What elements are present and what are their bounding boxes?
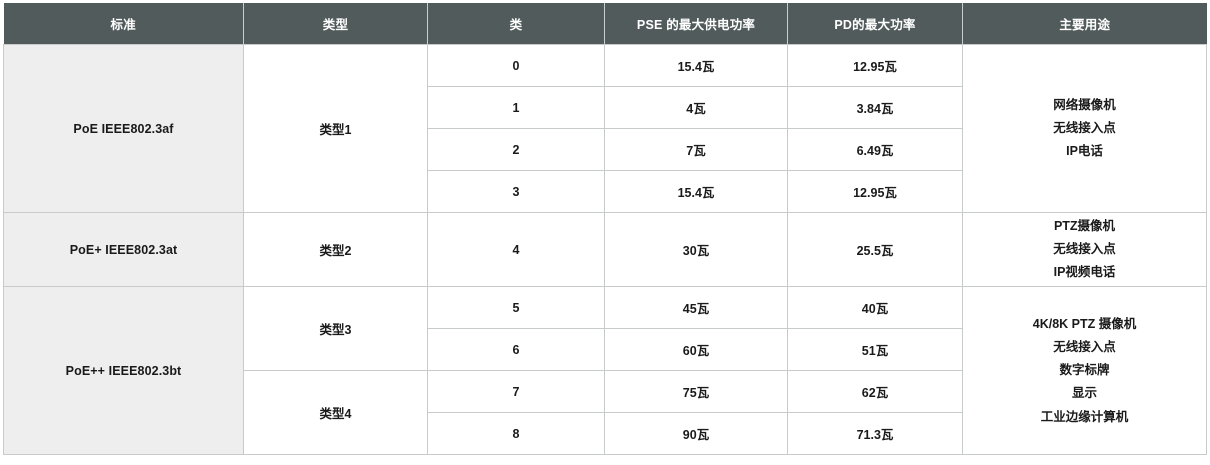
table-row: PoE IEEE802.3af 类型1 0 15.4瓦 12.95瓦 网络摄像机 无线接入点… — [3, 44, 1207, 213]
cell-pse-max-power: 30瓦 — [604, 211, 788, 288]
column-header-pd-max-power: PD的最大功率 — [787, 3, 963, 45]
poe-standards-table: 标准 类型 类 PSE 的最大供电功率 PD的最大功率 主要用途 PoE IEE… — [3, 3, 1207, 456]
column-header-main-usage: 主要用途 — [962, 3, 1207, 45]
cell-main-usage: 4K/8K PTZ 摄像机 无线接入点数字标牌显示工业边缘计算机 — [962, 286, 1207, 456]
usage-line: IP视频电话 — [1053, 265, 1116, 280]
table-row: PoE++ IEEE802.3bt 类型3 5 45瓦 40瓦 4K/8K PTZ 摄像机… — [3, 286, 1207, 456]
cell-class: 3 — [427, 170, 605, 213]
cell-pd-max-power: 25.5瓦 — [787, 211, 963, 288]
cell-class: 2 — [427, 128, 605, 171]
column-header-standard: 标准 — [3, 3, 244, 45]
cell-pd-max-power: 62瓦 — [787, 370, 963, 414]
usage-line: 无线接入点 — [1053, 242, 1116, 257]
cell-pd-max-power: 40瓦 — [787, 286, 963, 330]
usage-line: 显示 — [1071, 386, 1097, 401]
cell-pse-max-power: 45瓦 — [604, 286, 788, 330]
table-row: 8 90瓦 71.3瓦 — [4, 412, 1207, 456]
column-header-pse-max-power: PSE 的最大供电功率 — [604, 3, 788, 45]
cell-standard: PoE IEEE802.3af — [3, 44, 244, 213]
cell-class: 7 — [427, 370, 605, 414]
cell-main-usage: PTZ摄像机 无线接入点 IP视频电话 — [962, 211, 1207, 288]
cell-pd-max-power: 6.49瓦 — [787, 128, 963, 171]
cell-pse-max-power: 90瓦 — [604, 412, 788, 456]
cell-pse-max-power: 7瓦 — [604, 128, 788, 171]
usage-line: 网络摄像机 — [1053, 97, 1116, 112]
cell-pse-max-power: 60瓦 — [604, 328, 788, 372]
table-header: 标准 类型 类 PSE 的最大供电功率 PD的最大功率 主要用途 — [3, 3, 1207, 45]
usage-line: IP电话 — [1066, 144, 1103, 159]
table-row: 6 60瓦 51瓦 — [4, 328, 1207, 372]
cell-standard: PoE+ IEEE802.3at — [3, 211, 244, 288]
cell-pse-max-power: 15.4瓦 — [604, 44, 788, 87]
usage-line: 4K/8K PTZ 摄像机 — [1032, 317, 1137, 332]
usage-line: 数字标牌 — [1059, 363, 1110, 378]
cell-standard: PoE++ IEEE802.3bt — [3, 286, 244, 456]
cell-class: 4 — [427, 211, 605, 288]
cell-type: 类型2 — [243, 211, 428, 288]
cell-class: 8 — [427, 412, 605, 456]
cell-class: 5 — [427, 286, 605, 330]
cell-pd-max-power: 12.95瓦 — [787, 170, 963, 213]
usage-line: PTZ摄像机 — [1053, 219, 1116, 233]
cell-pse-max-power: 15.4瓦 — [604, 170, 788, 213]
table-row: 1 4瓦 3.84瓦 — [4, 86, 1207, 129]
cell-pd-max-power: 3.84瓦 — [787, 86, 963, 129]
cell-pd-max-power: 12.95瓦 — [787, 44, 963, 87]
cell-type: 类型3 — [243, 286, 428, 372]
table-header-row: 标准 类型 类 PSE 的最大供电功率 PD的最大功率 主要用途 — [3, 3, 1207, 45]
cell-type: 类型4 — [243, 370, 428, 456]
usage-line: 工业边缘计算机 — [1040, 409, 1129, 424]
table-row: PoE+ IEEE802.3at 类型2 4 30瓦 25.5瓦 PTZ摄像机 无线接入点 I… — [3, 211, 1207, 288]
table-row: 2 7瓦 6.49瓦 — [4, 128, 1207, 171]
cell-class: 0 — [427, 44, 605, 87]
cell-pse-max-power: 75瓦 — [604, 370, 788, 414]
usage-line: 无线接入点 — [1053, 340, 1116, 355]
column-header-class: 类 — [427, 3, 605, 45]
usage-line: 无线接入点 — [1053, 120, 1116, 135]
column-header-type: 类型 — [243, 3, 428, 45]
table-body: PoE IEEE802.3af 类型1 0 15.4瓦 12.95瓦 网络摄像机 无线接入点… — [3, 44, 1207, 456]
cell-pse-max-power: 4瓦 — [604, 86, 788, 129]
cell-class: 1 — [427, 86, 605, 129]
cell-type: 类型1 — [243, 44, 428, 213]
cell-main-usage: 网络摄像机无线接入点 IP电话 — [962, 44, 1207, 213]
cell-class: 6 — [427, 328, 605, 372]
cell-pd-max-power: 51瓦 — [787, 328, 963, 372]
table-row: 3 15.4瓦 12.95瓦 — [4, 170, 1207, 213]
cell-pd-max-power: 71.3瓦 — [787, 412, 963, 456]
